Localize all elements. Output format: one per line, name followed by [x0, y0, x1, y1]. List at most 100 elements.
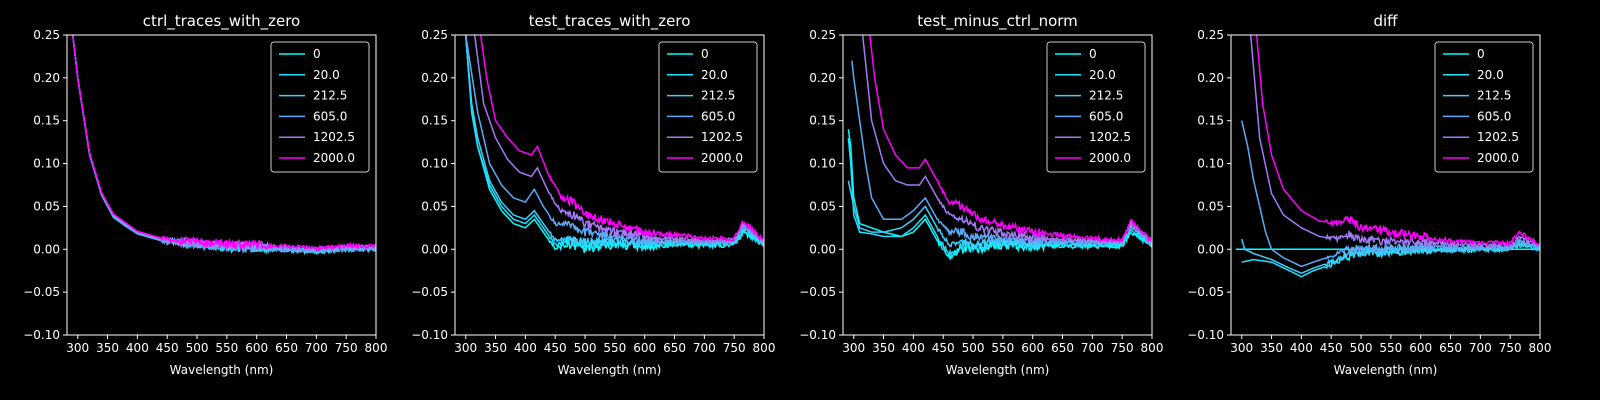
x-tick-label: 500 — [962, 341, 985, 355]
chart-title: test_minus_ctrl_norm — [917, 12, 1078, 31]
y-tick-label: 0.25 — [1197, 28, 1224, 42]
legend-entry: 0 — [1477, 47, 1485, 61]
legend-entry: 2000.0 — [701, 151, 743, 165]
chart-panel-2: 300 350 400 450 500 550 600 650 700 750 800 −0.10 −0… — [411, 12, 775, 377]
x-tick-label: 550 — [1379, 341, 1402, 355]
x-tick-label: 400 — [1290, 341, 1313, 355]
x-tick-label: 400 — [126, 341, 149, 355]
y-tick-label: 0.10 — [1197, 157, 1224, 171]
x-tick-label: 400 — [902, 341, 925, 355]
x-tick-label: 750 — [335, 341, 358, 355]
y-tick-label: 0.05 — [33, 199, 60, 213]
y-tick-label: 0.20 — [1197, 71, 1224, 85]
y-tick-label: 0.25 — [809, 28, 836, 42]
y-tick-label: 0.00 — [809, 242, 836, 256]
series-group — [1235, 35, 1540, 278]
x-tick-label: 500 — [1350, 341, 1373, 355]
x-tick-label: 750 — [1111, 341, 1134, 355]
series-line-2000.0 — [479, 35, 764, 243]
x-tick-label: 550 — [215, 341, 238, 355]
x-axis-label: Wavelength (nm) — [946, 363, 1050, 377]
chart-panel-4: 300 350 400 450 500 550 600 650 700 750 800 −0.10 −0… — [1187, 12, 1551, 377]
x-tick-label: 300 — [1230, 341, 1253, 355]
legend-entry: 0 — [1089, 47, 1097, 61]
legend-entry: 2000.0 — [1089, 151, 1131, 165]
x-tick-label: 600 — [1409, 341, 1432, 355]
series-line-0 — [464, 35, 764, 254]
legend-entry: 212.5 — [1089, 89, 1123, 103]
legend-entry: 605.0 — [701, 109, 735, 123]
legend-entry: 0 — [701, 47, 709, 61]
x-tick-label: 450 — [1320, 341, 1343, 355]
x-tick-label: 650 — [275, 341, 298, 355]
y-tick-label: −0.10 — [23, 328, 60, 342]
legend-entry: 1202.5 — [701, 130, 743, 144]
legend-entry: 605.0 — [313, 109, 347, 123]
x-tick-label: 500 — [186, 341, 209, 355]
x-tick-label: 400 — [514, 341, 537, 355]
chart-panel-1: 300 350 400 450 500 550 600 650 700 750 800 −0.10 −0… — [23, 12, 387, 377]
y-tick-label: 0.10 — [33, 157, 60, 171]
chart-title: ctrl_traces_with_zero — [143, 12, 300, 31]
y-tick-label: 0.20 — [809, 71, 836, 85]
y-tick-label: 0.10 — [421, 157, 448, 171]
legend-entry: 1202.5 — [1477, 130, 1519, 144]
x-tick-label: 300 — [66, 341, 89, 355]
series-group — [464, 35, 764, 254]
x-axis-label: Wavelength (nm) — [558, 363, 662, 377]
x-tick-label: 350 — [96, 341, 119, 355]
series-group — [72, 35, 376, 256]
legend: 0 20.0 212.5 605.0 1202.5 2000.0 — [658, 41, 758, 173]
x-axis-label: Wavelength (nm) — [1334, 363, 1438, 377]
series-line-2000.0 — [869, 35, 1152, 244]
series-line-1202.5 — [473, 35, 764, 246]
legend-entry: 1202.5 — [1089, 130, 1131, 144]
legend-entry: 20.0 — [1477, 68, 1504, 82]
x-tick-label: 800 — [365, 341, 388, 355]
x-tick-label: 350 — [484, 341, 507, 355]
x-tick-label: 500 — [574, 341, 597, 355]
x-tick-label: 800 — [1141, 341, 1164, 355]
legend-entry: 2000.0 — [1477, 151, 1519, 165]
legend: 0 20.0 212.5 605.0 1202.5 2000.0 — [1046, 41, 1146, 173]
legend: 0 20.0 212.5 605.0 1202.5 2000.0 — [270, 41, 370, 173]
y-tick-label: 0.05 — [809, 199, 836, 213]
series-line-212.5 — [464, 35, 764, 250]
chart-title: diff — [1373, 12, 1398, 30]
x-tick-label: 450 — [156, 341, 179, 355]
x-tick-label: 650 — [1439, 341, 1462, 355]
legend-entry: 1202.5 — [313, 130, 355, 144]
y-tick-label: −0.10 — [411, 328, 448, 342]
legend-entry: 212.5 — [1477, 89, 1511, 103]
x-tick-label: 700 — [1469, 341, 1492, 355]
series-line-2000.0 — [1255, 35, 1540, 247]
chart-title: test_traces_with_zero — [529, 12, 691, 31]
x-tick-label: 450 — [544, 341, 567, 355]
y-tick-label: 0.10 — [809, 157, 836, 171]
legend-entry: 212.5 — [701, 89, 735, 103]
x-tick-label: 750 — [1499, 341, 1522, 355]
x-tick-label: 600 — [633, 341, 656, 355]
x-tick-label: 550 — [603, 341, 626, 355]
legend-entry: 20.0 — [1089, 68, 1116, 82]
x-tick-label: 600 — [245, 341, 268, 355]
y-tick-label: −0.05 — [23, 285, 60, 299]
y-tick-label: −0.10 — [1187, 328, 1224, 342]
x-tick-label: 300 — [454, 341, 477, 355]
x-tick-label: 600 — [1021, 341, 1044, 355]
x-tick-label: 750 — [723, 341, 746, 355]
legend-entry: 2000.0 — [313, 151, 355, 165]
y-tick-label: 0.20 — [421, 71, 448, 85]
series-line-605.0 — [851, 60, 1152, 247]
x-tick-label: 450 — [932, 341, 955, 355]
x-tick-label: 800 — [753, 341, 776, 355]
x-tick-label: 700 — [305, 341, 328, 355]
y-tick-label: −0.10 — [799, 328, 836, 342]
x-tick-label: 800 — [1529, 341, 1552, 355]
series-line-605.0 — [1241, 120, 1540, 268]
series-line-2000.0 — [72, 35, 376, 253]
y-tick-label: 0.20 — [33, 71, 60, 85]
axes-frame — [1230, 34, 1541, 336]
y-tick-label: 0.25 — [421, 28, 448, 42]
